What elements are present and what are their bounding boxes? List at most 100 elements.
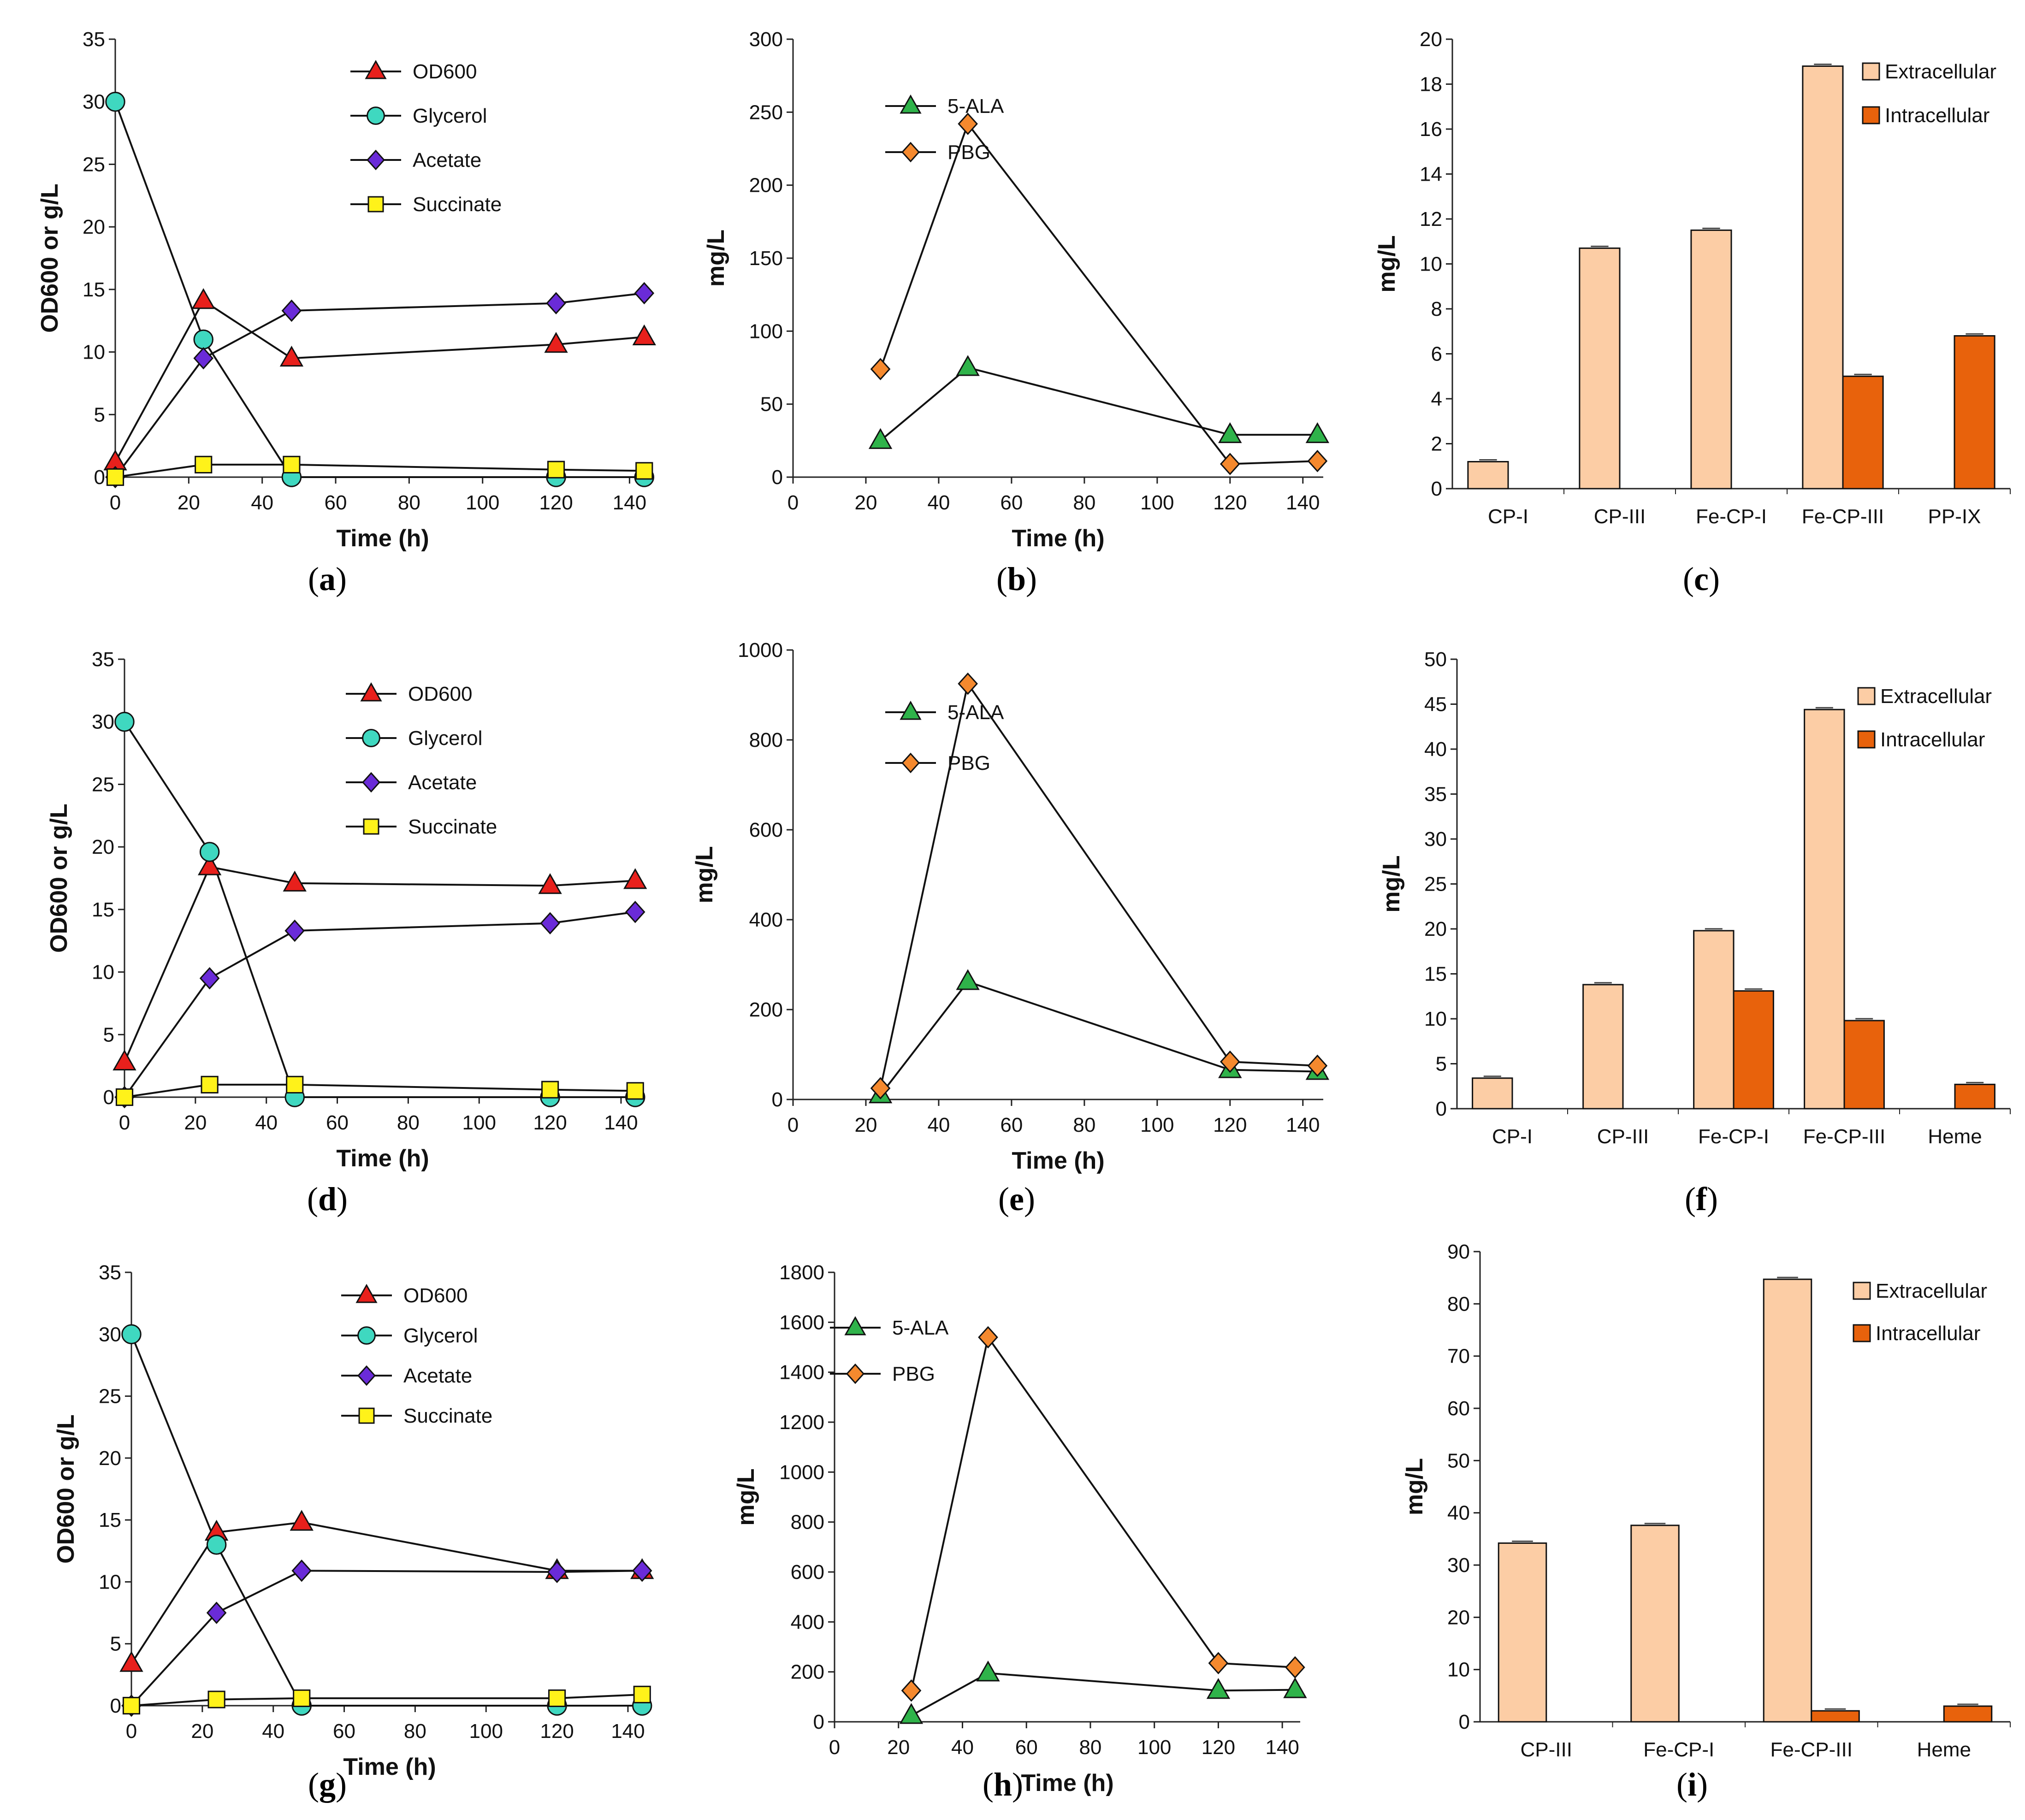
y-tick-label: 40 — [1447, 1502, 1470, 1525]
y-tick-label: 20 — [83, 216, 105, 238]
series-line-acetate — [130, 1570, 642, 1707]
y-tick-label: 200 — [791, 1661, 824, 1684]
y-tick-label: 1000 — [738, 639, 783, 662]
data-point — [633, 1685, 651, 1703]
legend-marker — [360, 682, 382, 702]
chart-h: 0 200 400 600 800 1000 1200 1400 1600 1800 mg/L 0 20… — [733, 1261, 1307, 1796]
y-tick-label: 10 — [99, 1571, 121, 1593]
y-tick-label: 10 — [1420, 253, 1442, 276]
y-tick-label: 250 — [749, 101, 783, 124]
y-tick-label: 30 — [92, 711, 114, 733]
category-label: Fe-CP-I — [1643, 1738, 1714, 1761]
data-point — [281, 299, 302, 322]
bar-extracellular — [1630, 1525, 1680, 1723]
y-tick-label: 15 — [99, 1509, 121, 1531]
x-tick-label: 0 — [119, 1111, 130, 1134]
y-tick-label: 0 — [94, 466, 105, 489]
y-axis-label: mg/L — [691, 846, 718, 903]
y-tick-label: 0 — [772, 1088, 783, 1111]
series-glycerol — [114, 711, 645, 1107]
data-point — [283, 870, 307, 892]
panel-c: 0 2 4 6 8 10 12 14 16 18 20 mg/L CP-I CP-III Fe-CP-I Fe… — [1346, 0, 2019, 613]
x-tick-label: 120 — [540, 1720, 574, 1743]
y-tick-label: 800 — [749, 729, 783, 751]
category-label: Fe-CP-I — [1698, 1125, 1769, 1148]
series-pbg — [901, 1326, 1305, 1702]
legend-label: Intracellular — [1876, 1322, 1980, 1345]
data-point — [106, 468, 124, 486]
chart-i: 0 10 20 30 40 50 60 70 80 90 mg/L CP-III Fe-CP-I Fe-C… — [1401, 1241, 2011, 1761]
bar-extracellular — [1804, 709, 1845, 1110]
x-tick-label: 60 — [1000, 491, 1023, 514]
y-tick-label: 5 — [94, 403, 105, 426]
data-point — [121, 1324, 142, 1345]
y-tick-label: 20 — [1447, 1606, 1470, 1629]
y-tick-label: 16 — [1420, 118, 1442, 141]
y-tick-label: 25 — [92, 773, 114, 796]
data-point — [193, 347, 214, 370]
chart-b: 0 50 100 150 200 250 300 mg/L 0 20 40 60 80 100 120 140… — [703, 28, 1330, 552]
data-point — [544, 332, 568, 353]
legend-label: PBG — [947, 141, 990, 164]
series-od600 — [119, 1510, 654, 1672]
category-label: CP-I — [1492, 1125, 1533, 1148]
legend-marker — [367, 106, 385, 125]
legend-marker — [363, 818, 379, 835]
y-tick-label: 1200 — [779, 1411, 824, 1434]
y-tick-label: 1400 — [779, 1361, 824, 1384]
y-tick-label: 0 — [110, 1695, 121, 1717]
x-tick-label: 60 — [333, 1720, 355, 1743]
series-succinate — [122, 1685, 651, 1715]
legend-label: Glycerol — [403, 1324, 478, 1347]
legend-label: Succinate — [408, 815, 497, 838]
x-tick-label: 120 — [1202, 1736, 1235, 1759]
y-tick-label: 18 — [1420, 73, 1442, 96]
caption-letter: h — [993, 1766, 1012, 1803]
data-point — [547, 1560, 567, 1584]
y-tick-label: 50 — [760, 393, 783, 416]
legend-marker — [362, 729, 380, 747]
data-point — [283, 455, 301, 473]
series-line-5-ala — [911, 1672, 1295, 1717]
legend-marker — [844, 1316, 866, 1335]
legend-marker — [901, 752, 920, 774]
caption-letter: c — [1694, 561, 1709, 597]
y-tick-label: 25 — [83, 153, 105, 176]
legend-label: Acetate — [403, 1365, 472, 1387]
legend-marker — [900, 94, 922, 114]
series-glycerol — [105, 91, 654, 487]
y-tick-label: 35 — [99, 1261, 121, 1284]
chart-d: 0 5 10 15 20 25 30 35 OD600 or g/L 0 20 40 60 80 100 12… — [46, 648, 647, 1172]
data-point — [1307, 1054, 1328, 1077]
y-tick-label: 20 — [92, 836, 114, 858]
legend-label: Glycerol — [413, 105, 487, 127]
legend-swatch — [1862, 62, 1880, 81]
data-point — [201, 1075, 219, 1093]
y-tick-label: 200 — [749, 999, 783, 1021]
data-point — [632, 324, 656, 345]
x-tick-label: 60 — [1000, 1114, 1023, 1136]
series-succinate — [106, 455, 653, 486]
data-point — [291, 1560, 312, 1582]
x-tick-label: 100 — [469, 1720, 503, 1743]
bar-intracellular — [1842, 375, 1884, 490]
y-tick-label: 70 — [1447, 1345, 1470, 1368]
x-tick-label: 20 — [854, 491, 877, 514]
x-tick-label: 0 — [110, 491, 121, 514]
bar-intracellular — [1811, 1710, 1860, 1723]
caption-letter: a — [319, 561, 336, 597]
bar-extracellular — [1579, 247, 1621, 490]
y-tick-label: 30 — [83, 91, 105, 113]
x-axis-label: Time (h) — [1021, 1770, 1113, 1796]
data-point — [868, 428, 893, 449]
panel-b: 0 50 100 150 200 250 300 mg/L 0 20 40 60 80 100 120 140… — [659, 0, 1342, 613]
data-point — [1285, 1656, 1305, 1679]
legend-label: Acetate — [408, 771, 477, 794]
panel-i: 0 10 20 30 40 50 60 70 80 90 mg/L CP-III Fe-CP-I Fe-C… — [1346, 1241, 2019, 1820]
bar-extracellular — [1802, 65, 1844, 490]
x-axis-label: Time (h) — [343, 1754, 436, 1780]
y-tick-label: 35 — [83, 28, 105, 51]
legend-marker — [361, 772, 381, 793]
data-point — [115, 1088, 134, 1106]
x-tick-label: 60 — [326, 1111, 349, 1134]
